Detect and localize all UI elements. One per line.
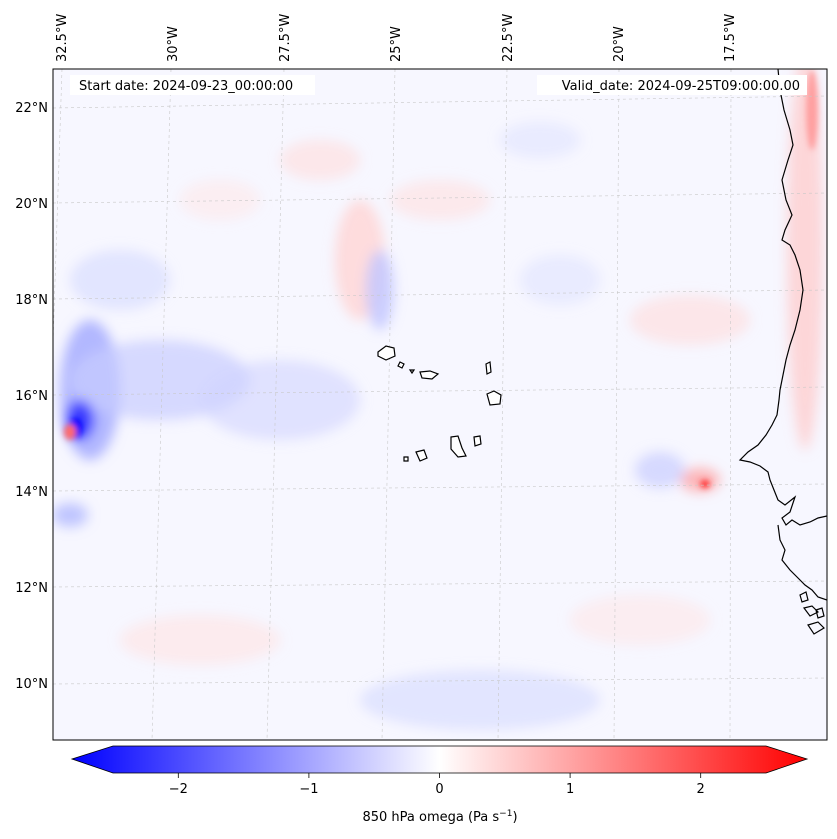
brava-island [403,456,409,462]
lon-label: 25°W [389,26,404,62]
africa-coast [738,69,827,526]
start-date-box [70,75,315,95]
lon-label: 22.5°W [501,14,516,62]
colorbar-tick-label: −1 [299,782,318,797]
coastlines [738,69,827,635]
guinea-bissau-coast [777,524,827,601]
colorbar-bar [70,745,809,774]
lon-label: 32.5°W [55,14,70,62]
colorbar-ticks: −2 −1 0 1 2 [169,773,705,797]
valid-date: Valid_date: 2024-09-25T09:00:00.00 [562,79,800,94]
lon-label: 20°W [612,26,627,62]
maio-island [473,435,482,447]
sao-vicente-island [397,361,405,369]
lon-label: 17.5°W [723,14,738,62]
map-panel: Start date: 2024-09-23_00:00:00 Valid_da… [53,69,827,740]
colorbar-tick-label: −2 [169,782,188,797]
latitude-labels: 22°N 20°N 18°N 16°N 14°N 12°N 10°N [15,101,48,692]
colorbar-tick-label: 2 [697,782,705,797]
santa-luzia-island [408,369,416,375]
colorbar-tick-label: 0 [435,782,443,797]
lat-label: 12°N [15,581,48,596]
lon-label: 30°W [166,26,181,62]
fogo-island [415,449,428,462]
cape-verde-islands [377,345,502,462]
lat-label: 16°N [15,389,48,404]
sao-nicolau-island [419,370,440,380]
boa-vista-island [486,390,502,406]
lat-label: 14°N [15,485,48,500]
santo-antao-island [377,345,396,361]
omega-field [53,69,823,730]
omega-field-detail [64,70,818,488]
colorbar-label: 850 hPa omega (Pa s−1) [362,809,517,825]
santiago-island [450,435,467,458]
start-date: Start date: 2024-09-23_00:00:00 [79,79,293,94]
sal-island [485,361,492,375]
valid-date-box [537,75,807,95]
longitude-labels: 32.5°W 30°W 27.5°W 25°W 22.5°W 20°W 17.5… [55,14,738,62]
colorbar-tick-label: 1 [566,782,574,797]
lon-label: 27.5°W [278,14,293,62]
lat-label: 22°N [15,101,48,116]
lat-label: 10°N [15,677,48,692]
lat-label: 20°N [15,197,48,212]
lat-label: 18°N [15,293,48,308]
graticule [53,69,827,740]
colorbar: −2 −1 0 1 2 850 hPa omega (Pa s−1) [70,745,809,825]
map-frame [52,68,828,741]
